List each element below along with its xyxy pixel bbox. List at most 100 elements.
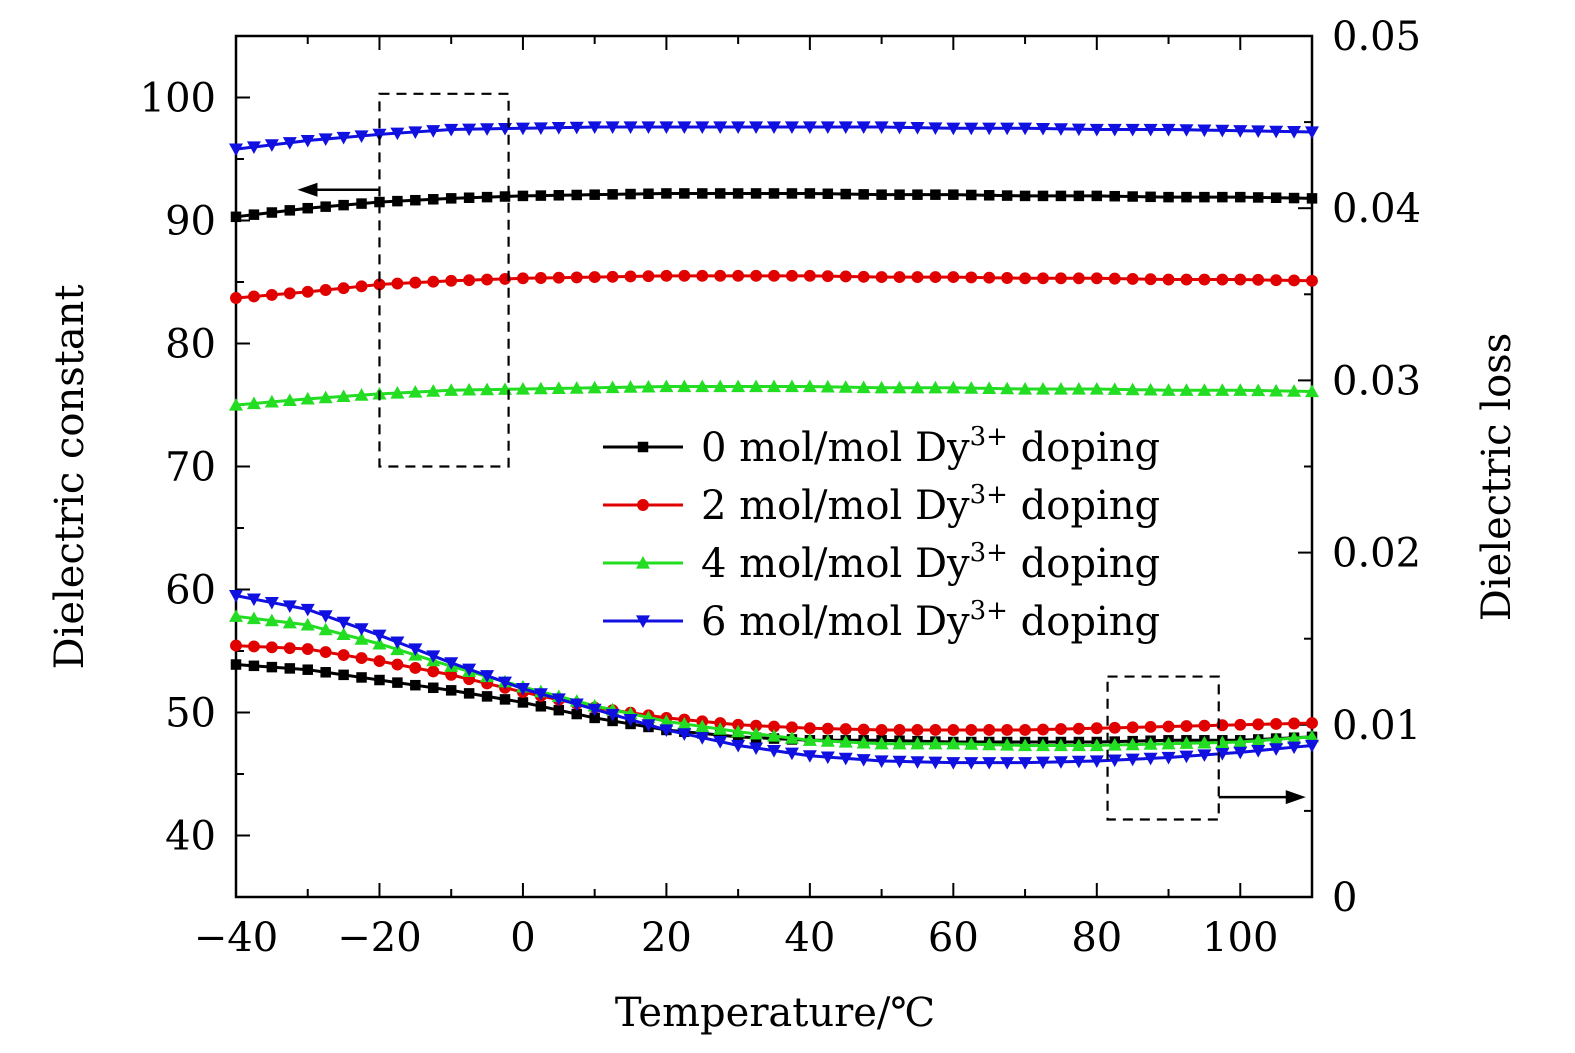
data-point-loss — [230, 659, 242, 670]
y-right-tick-label: 0 — [1332, 875, 1357, 921]
data-point-loss — [336, 616, 351, 630]
data-point-loss — [392, 677, 403, 688]
annotation-layer — [297, 92, 1306, 821]
legend-swatch-marker — [637, 499, 649, 511]
data-point-constant — [892, 380, 907, 394]
data-point-loss — [677, 728, 692, 741]
data-point-constant — [1216, 273, 1229, 286]
data-point-loss — [964, 757, 979, 770]
y-left-tick-label: 70 — [165, 445, 216, 491]
data-point-loss — [1107, 738, 1122, 751]
data-point-constant — [1162, 273, 1175, 286]
data-point-loss — [856, 735, 871, 749]
data-point-constant — [876, 189, 887, 200]
data-point-loss — [301, 643, 314, 655]
data-point-constant — [858, 189, 869, 200]
data-point-constant — [517, 190, 529, 202]
legend-label-superscript: 3+ — [970, 422, 1008, 452]
data-point-constant — [731, 379, 746, 393]
data-point-constant — [928, 380, 943, 394]
y-left-tick-label: 60 — [165, 568, 216, 614]
data-point-loss — [1179, 750, 1194, 764]
data-point-loss — [481, 691, 493, 702]
data-point-constant — [230, 292, 242, 304]
data-point-constant — [786, 188, 798, 199]
data-point-constant — [911, 271, 924, 284]
data-point-constant — [1161, 383, 1176, 396]
data-point-constant — [246, 141, 261, 155]
data-point-loss — [695, 732, 710, 745]
data-point-constant — [1217, 191, 1228, 203]
legend-label-main: 4 mol/mol Dy — [701, 541, 970, 587]
data-point-constant — [946, 380, 961, 394]
data-point-constant — [1037, 272, 1049, 285]
data-point-constant — [515, 382, 530, 395]
data-point-loss — [1306, 717, 1318, 730]
data-point-constant — [1179, 383, 1194, 396]
data-point-loss — [230, 639, 242, 652]
data-point-loss — [318, 610, 333, 623]
data-point-loss — [928, 756, 943, 770]
data-point-loss — [356, 672, 367, 683]
data-point-constant — [284, 205, 296, 216]
data-point-loss — [714, 729, 726, 741]
data-point-constant — [1197, 383, 1212, 396]
data-point-loss — [445, 685, 457, 696]
data-point-constant — [1018, 122, 1033, 136]
data-point-loss — [838, 735, 853, 748]
data-point-loss — [874, 736, 889, 750]
data-point-constant — [678, 269, 691, 282]
data-point-loss — [1053, 738, 1068, 752]
data-point-constant — [912, 189, 923, 200]
data-point-constant — [551, 122, 566, 135]
data-point-constant — [1215, 383, 1230, 396]
data-point-loss — [911, 724, 924, 736]
data-point-constant — [1305, 126, 1319, 139]
data-point-constant — [355, 280, 368, 293]
arrow-right-head — [1285, 790, 1306, 805]
data-point-loss — [246, 611, 261, 625]
data-point-constant — [1305, 384, 1319, 398]
data-point-loss — [229, 590, 243, 603]
x-tick-label: −20 — [337, 915, 421, 961]
data-point-constant — [1036, 122, 1050, 136]
data-point-constant — [1001, 272, 1014, 284]
data-point-loss — [248, 660, 260, 672]
data-point-loss — [266, 661, 278, 673]
data-point-loss — [749, 726, 764, 740]
data-point-loss — [320, 667, 331, 678]
data-point-loss — [1233, 735, 1248, 748]
data-point-constant — [641, 379, 656, 393]
data-point-constant — [1053, 382, 1068, 395]
data-point-constant — [247, 290, 260, 303]
data-point-constant — [929, 271, 942, 284]
data-point-constant — [1036, 382, 1050, 395]
data-point-loss — [355, 652, 368, 665]
data-point-constant — [1179, 124, 1194, 137]
data-point-constant — [1251, 383, 1266, 397]
data-point-loss — [1037, 723, 1049, 736]
data-point-loss — [1018, 738, 1033, 752]
data-point-loss — [589, 712, 600, 724]
data-point-constant — [300, 391, 315, 405]
data-point-constant — [282, 393, 297, 406]
data-point-constant — [1127, 191, 1138, 202]
data-point-constant — [749, 379, 764, 393]
data-point-constant — [695, 379, 710, 393]
data-point-constant — [1270, 192, 1282, 203]
data-point-constant — [1001, 190, 1013, 201]
data-point-constant — [338, 199, 349, 211]
data-point-constant — [587, 380, 602, 394]
data-point-constant — [390, 127, 405, 141]
data-point-constant — [551, 381, 566, 394]
data-point-constant — [1055, 190, 1067, 202]
series-layer — [229, 121, 1319, 770]
data-point-constant — [1145, 191, 1156, 203]
data-point-loss — [499, 694, 511, 705]
data-point-constant — [857, 270, 870, 283]
data-point-loss — [283, 642, 296, 655]
data-point-loss — [1089, 738, 1104, 752]
legend-label-superscript: 3+ — [970, 480, 1008, 510]
data-point-loss — [820, 751, 835, 765]
